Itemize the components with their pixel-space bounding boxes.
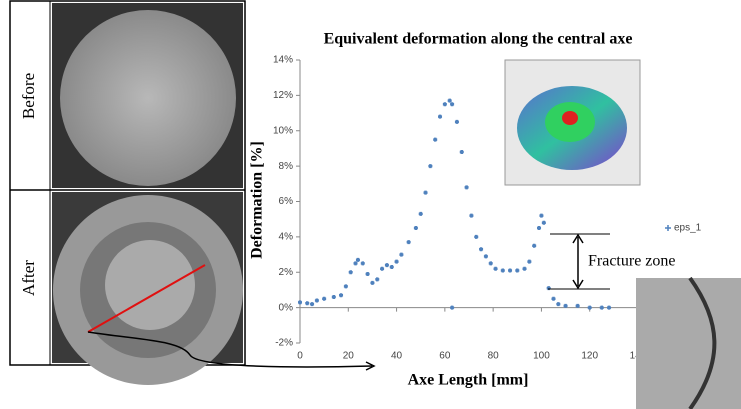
x-tick-label: 80 [488, 351, 500, 362]
point [575, 303, 580, 308]
point [428, 164, 433, 169]
point [375, 277, 380, 282]
pointer-head [365, 361, 376, 371]
point [438, 114, 443, 119]
point [384, 263, 389, 268]
point [360, 261, 365, 266]
point [527, 259, 532, 264]
point [339, 293, 344, 298]
pointer-curve [87, 331, 373, 368]
after-label: After [19, 260, 38, 296]
point [380, 266, 385, 271]
point [493, 266, 498, 271]
point [322, 296, 327, 301]
central-axis [87, 264, 206, 333]
fracture-photo [636, 278, 741, 409]
x-axis-label: Axe Length [mm] [408, 372, 529, 389]
point [394, 259, 399, 264]
x-tick-label: 40 [391, 351, 403, 362]
x-tick-label: 0 [297, 351, 303, 362]
point [298, 300, 302, 305]
legend-label: eps_1 [674, 223, 702, 234]
annotation-arrowheads [572, 233, 584, 290]
point [454, 119, 459, 124]
chart-title: Equivalent deformation along the central… [324, 31, 633, 48]
point [406, 240, 411, 245]
fracture-edge [688, 276, 717, 409]
point [447, 98, 452, 103]
point [450, 102, 455, 107]
point [556, 302, 561, 307]
point [314, 298, 319, 303]
point [389, 264, 394, 269]
point [551, 296, 556, 301]
y-tick-label: -2% [275, 338, 293, 349]
y-tick-label: 2% [279, 267, 294, 278]
point [483, 254, 488, 259]
after-center [105, 240, 195, 330]
before-label: Before [19, 73, 38, 119]
point [348, 270, 353, 275]
point [488, 261, 493, 266]
point [474, 234, 479, 239]
annotation: Fracture zone [588, 253, 676, 270]
point [515, 268, 520, 273]
point [433, 137, 438, 142]
point [399, 252, 404, 257]
point [541, 220, 546, 225]
legend-marker [665, 225, 671, 231]
point [607, 305, 612, 310]
point [532, 243, 537, 248]
point [539, 213, 544, 218]
x-tick-label: 120 [581, 351, 598, 362]
y-axis-label: Deformation [%] [249, 141, 266, 259]
point [450, 305, 455, 310]
inset-max [562, 111, 578, 125]
x-tick-label: 20 [343, 351, 355, 362]
y-tick-label: 12% [273, 90, 293, 101]
y-tick-label: 14% [273, 55, 293, 66]
point [599, 305, 604, 310]
point [459, 149, 464, 154]
point [546, 286, 551, 291]
y-tick-label: 4% [279, 232, 294, 243]
y-tick-label: 6% [279, 196, 294, 207]
point [469, 213, 474, 218]
point [413, 226, 418, 231]
point [508, 268, 513, 273]
point [563, 303, 568, 308]
point [418, 211, 423, 216]
point [500, 268, 505, 273]
x-tick-label: 100 [533, 351, 550, 362]
point [587, 305, 592, 310]
point [522, 266, 527, 271]
point [353, 261, 358, 266]
before-specimen [60, 10, 236, 186]
point [370, 280, 375, 285]
y-tick-label: 8% [279, 161, 294, 172]
y-tick-label: 10% [273, 125, 293, 136]
point [305, 301, 310, 306]
point [423, 190, 428, 195]
point [464, 185, 469, 190]
point [479, 247, 484, 252]
point [343, 284, 348, 289]
point [442, 102, 447, 107]
y-tick-label: 0% [279, 302, 294, 313]
point [365, 272, 370, 277]
point [355, 257, 360, 262]
point [537, 226, 542, 231]
point [331, 295, 336, 300]
point [310, 302, 315, 307]
x-tick-label: 60 [439, 351, 451, 362]
